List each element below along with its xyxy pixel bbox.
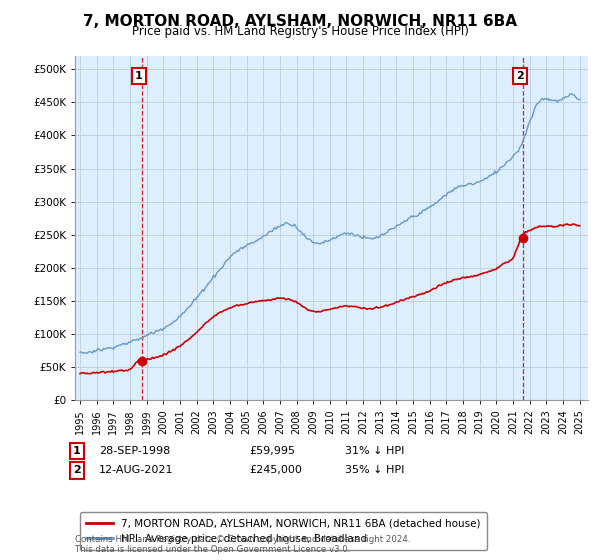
Text: 1: 1	[135, 71, 143, 81]
Text: 2: 2	[73, 465, 80, 475]
Text: Contains HM Land Registry data © Crown copyright and database right 2024.
This d: Contains HM Land Registry data © Crown c…	[75, 535, 410, 554]
Text: £59,995: £59,995	[249, 446, 295, 456]
Text: 12-AUG-2021: 12-AUG-2021	[99, 465, 173, 475]
Text: Price paid vs. HM Land Registry's House Price Index (HPI): Price paid vs. HM Land Registry's House …	[131, 25, 469, 38]
Text: £245,000: £245,000	[249, 465, 302, 475]
Text: 2: 2	[516, 71, 524, 81]
Text: 35% ↓ HPI: 35% ↓ HPI	[345, 465, 404, 475]
Text: 31% ↓ HPI: 31% ↓ HPI	[345, 446, 404, 456]
Legend: 7, MORTON ROAD, AYLSHAM, NORWICH, NR11 6BA (detached house), HPI: Average price,: 7, MORTON ROAD, AYLSHAM, NORWICH, NR11 6…	[80, 512, 487, 550]
Text: 28-SEP-1998: 28-SEP-1998	[99, 446, 170, 456]
Text: 1: 1	[73, 446, 80, 456]
Text: 7, MORTON ROAD, AYLSHAM, NORWICH, NR11 6BA: 7, MORTON ROAD, AYLSHAM, NORWICH, NR11 6…	[83, 14, 517, 29]
